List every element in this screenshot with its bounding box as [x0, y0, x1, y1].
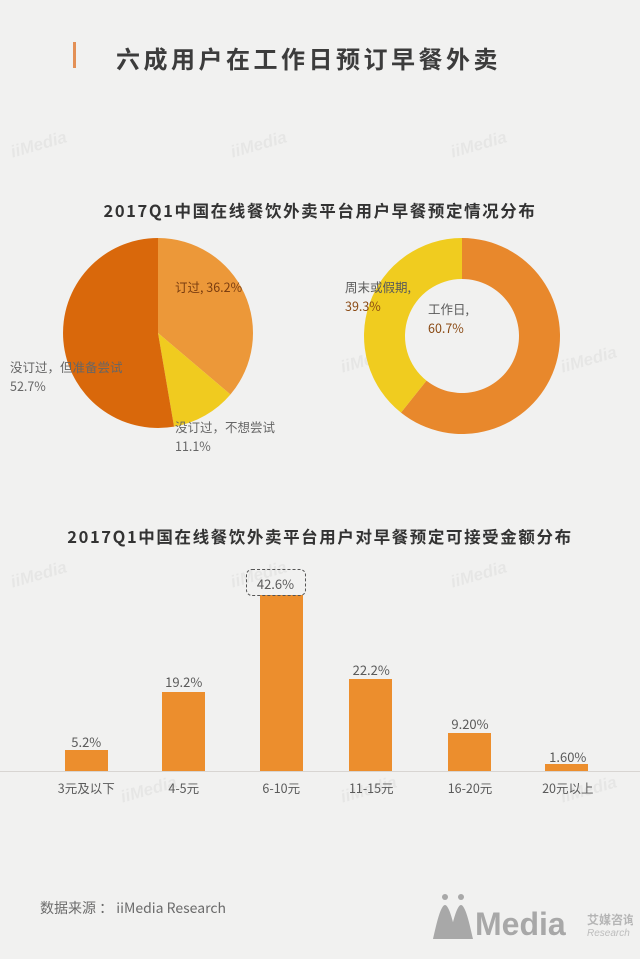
- svg-text:Research: Research: [587, 928, 630, 939]
- svg-text:Media: Media: [475, 906, 566, 942]
- svg-text:艾媒咨询: 艾媒咨询: [587, 911, 633, 928]
